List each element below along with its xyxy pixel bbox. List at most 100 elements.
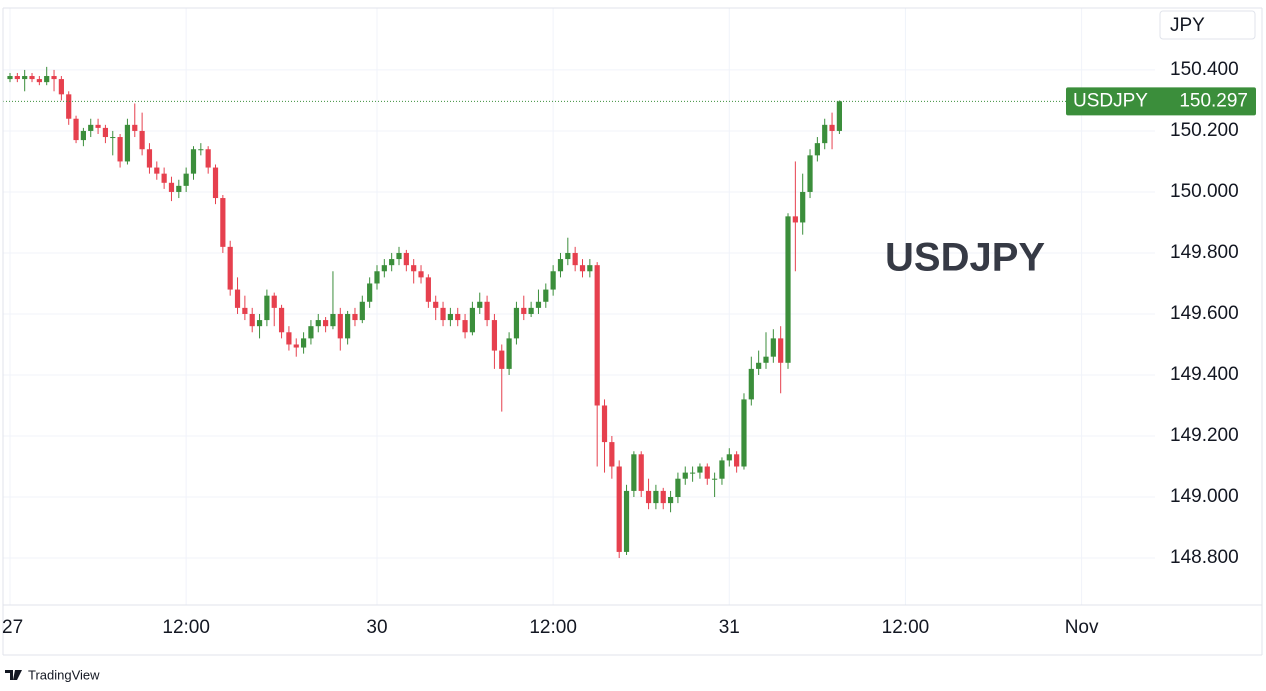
candle-body	[176, 185, 182, 192]
candle-body	[271, 295, 277, 308]
candle-body	[469, 307, 476, 333]
candle-body	[256, 320, 263, 327]
y-tick-label: 149.200	[1170, 425, 1239, 446]
y-tick-label: 150.000	[1170, 181, 1239, 202]
candle-body	[667, 497, 674, 504]
last-price-value: 150.297	[1179, 90, 1248, 111]
candle-body	[146, 149, 153, 168]
candle-body	[359, 301, 365, 321]
candle-body	[682, 472, 688, 479]
candle-body	[190, 149, 197, 174]
y-tick-label: 149.800	[1170, 242, 1239, 263]
candle-body	[726, 454, 732, 461]
brand-name: TradingView	[28, 667, 100, 682]
candle-body	[778, 338, 784, 363]
candle-body	[579, 265, 586, 272]
candle-body	[36, 79, 42, 83]
candle-body	[491, 320, 498, 351]
candle-body	[506, 338, 512, 369]
candle-body	[609, 442, 615, 467]
candle-body	[22, 76, 28, 80]
candle-body	[631, 454, 637, 491]
candle-body	[748, 368, 754, 400]
candle-body	[653, 490, 659, 504]
y-tick-label: 149.600	[1170, 303, 1239, 324]
candle-body	[29, 76, 35, 80]
candle-body	[367, 283, 373, 302]
candle-body	[822, 124, 828, 144]
candle-body	[499, 350, 505, 369]
candle-body	[543, 289, 549, 302]
axes: 148.800 149.000 149.200 149.400 149.600 149.8…	[2, 59, 1256, 638]
candle-body	[521, 307, 527, 314]
brand-logo	[5, 670, 22, 680]
candle-body	[477, 301, 483, 308]
candle-body	[323, 320, 329, 327]
candle-body	[102, 127, 109, 138]
candle-body	[278, 307, 285, 333]
candle-body	[73, 118, 79, 141]
candle-body	[220, 198, 226, 247]
candle-body	[212, 167, 219, 199]
candle-body	[227, 246, 233, 290]
y-tick-label: 150.200	[1170, 120, 1239, 141]
candle-body	[352, 313, 358, 321]
candle-body	[433, 301, 439, 308]
candle-body	[374, 271, 380, 284]
candle-body	[330, 313, 336, 327]
candle-body	[124, 124, 131, 162]
candle-body	[7, 76, 13, 80]
x-tick-label: 12:00	[162, 617, 210, 638]
candle-body	[154, 167, 160, 174]
candle-body	[484, 301, 490, 321]
candle-body	[396, 252, 402, 260]
y-tick-label: 148.800	[1170, 547, 1239, 568]
candle-body	[689, 472, 696, 474]
candle-body	[293, 344, 299, 348]
candle-body	[455, 313, 461, 321]
y-tick-label: 150.400	[1170, 59, 1239, 80]
candle-body	[51, 76, 57, 80]
candle-body	[756, 362, 762, 369]
candle-body	[95, 124, 101, 128]
candle-body	[88, 124, 94, 131]
candle-body	[14, 76, 20, 80]
candle-body	[308, 326, 314, 339]
candle-body	[66, 94, 72, 119]
x-tick-label: Nov	[1065, 617, 1099, 638]
last-price-box	[1066, 87, 1256, 116]
candle-body	[44, 76, 50, 83]
currency-label: JPY	[1170, 15, 1205, 36]
candle-body	[814, 143, 820, 156]
candle-body	[763, 356, 769, 363]
candle-body	[660, 490, 666, 504]
candle-body	[117, 137, 123, 162]
candle-body	[139, 130, 145, 150]
candle-body	[616, 466, 622, 552]
candle-body	[697, 466, 703, 473]
candle-body	[300, 338, 307, 348]
candle-body	[381, 265, 387, 272]
candle-body	[704, 466, 710, 479]
candle-body	[315, 320, 321, 327]
candle-body	[447, 313, 453, 321]
candle-body	[645, 490, 652, 504]
candle-body	[249, 313, 255, 327]
candle-body	[513, 307, 520, 339]
candle-body	[594, 265, 600, 406]
candle-body	[829, 124, 835, 131]
x-tick-label: 12:00	[529, 617, 577, 638]
candle-body	[785, 216, 791, 363]
x-tick-label: 30	[366, 617, 387, 638]
candle-body	[161, 173, 167, 183]
candle-body	[440, 307, 446, 321]
candle-body	[337, 313, 343, 339]
last-price-symbol: USDJPY	[1073, 90, 1148, 111]
candle-body	[770, 338, 776, 357]
grid	[3, 8, 1155, 605]
candle-body	[572, 252, 578, 266]
candle-body	[535, 301, 542, 308]
candle-body	[286, 332, 292, 345]
candle-body	[234, 289, 241, 308]
